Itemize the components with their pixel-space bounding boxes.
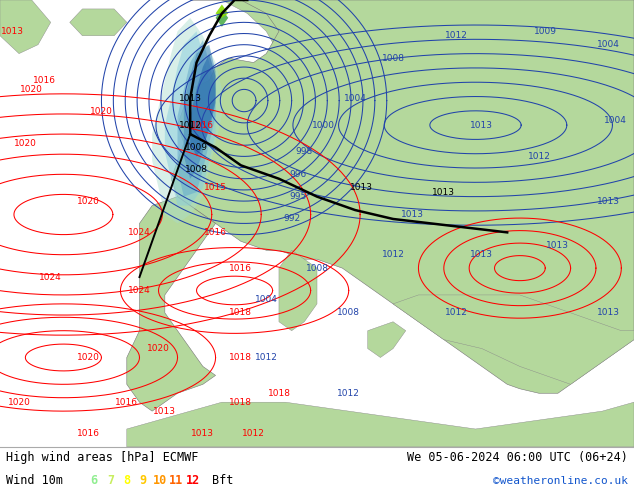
Text: 1008: 1008 [382,53,404,63]
Text: 1016: 1016 [204,228,227,237]
Text: 11: 11 [169,474,183,487]
Text: 1020: 1020 [77,353,100,362]
Text: 1012: 1012 [337,389,360,398]
Text: 1012: 1012 [382,250,404,259]
Text: 1004: 1004 [597,40,620,49]
Text: Bft: Bft [212,474,234,487]
Text: 1013: 1013 [350,183,373,192]
Text: 1012: 1012 [179,121,202,130]
Polygon shape [165,31,216,206]
Text: 1013: 1013 [597,196,620,206]
Text: We 05-06-2024 06:00 UTC (06+24): We 05-06-2024 06:00 UTC (06+24) [407,451,628,464]
Text: 1008: 1008 [337,308,360,318]
Text: 1020: 1020 [8,398,30,407]
Text: 1024: 1024 [128,286,151,295]
Text: 1013: 1013 [470,121,493,130]
Text: 1012: 1012 [527,152,550,161]
Text: 1009: 1009 [534,27,557,36]
Text: 1013: 1013 [597,308,620,318]
Polygon shape [279,250,317,331]
Text: 6: 6 [90,474,98,487]
Text: 1013: 1013 [191,429,214,438]
Text: 10: 10 [153,474,167,487]
Polygon shape [393,295,634,384]
Polygon shape [216,9,228,27]
Text: 1009: 1009 [185,143,208,152]
Text: 1000: 1000 [312,121,335,130]
Text: 1004: 1004 [604,116,626,125]
Text: High wind areas [hPa] ECMWF: High wind areas [hPa] ECMWF [6,451,198,464]
Polygon shape [70,9,127,36]
Text: 1013: 1013 [153,407,176,416]
Text: 1016: 1016 [115,398,138,407]
Text: ©weatheronline.co.uk: ©weatheronline.co.uk [493,475,628,486]
Polygon shape [127,402,634,447]
Polygon shape [216,4,228,18]
Text: 1016: 1016 [77,429,100,438]
Text: 1013: 1013 [470,250,493,259]
Text: 1024: 1024 [128,228,151,237]
Text: Wind 10m: Wind 10m [6,474,63,487]
Text: 996: 996 [289,170,307,179]
Text: 1018: 1018 [230,308,252,318]
Polygon shape [368,322,406,358]
Text: 1013: 1013 [1,27,24,36]
Polygon shape [222,0,330,67]
Text: 9: 9 [139,474,147,487]
Polygon shape [152,18,222,223]
Text: 1013: 1013 [547,241,569,250]
Text: 995: 995 [289,192,307,201]
Text: 8: 8 [123,474,131,487]
Text: 1020: 1020 [90,107,113,116]
Text: 1020: 1020 [14,139,37,147]
Text: 1013: 1013 [432,188,455,196]
Polygon shape [190,53,216,156]
Polygon shape [127,196,216,411]
Text: 998: 998 [295,147,313,156]
Text: 992: 992 [283,215,301,223]
Polygon shape [184,45,216,179]
Text: 1018: 1018 [230,398,252,407]
Text: 1020: 1020 [147,344,170,353]
Text: 1004: 1004 [255,295,278,304]
Text: 1012: 1012 [255,353,278,362]
Text: 1016: 1016 [230,264,252,272]
Text: 1004: 1004 [344,94,366,103]
Text: 1013: 1013 [179,94,202,103]
Polygon shape [178,40,216,196]
Polygon shape [171,0,634,393]
Text: 1015: 1015 [204,183,227,192]
Text: 12: 12 [186,474,200,487]
Text: 1012: 1012 [445,31,468,40]
Text: 1018: 1018 [230,353,252,362]
Polygon shape [0,0,51,53]
Text: 1012: 1012 [445,308,468,318]
Text: 1016: 1016 [191,121,214,130]
Text: 1008: 1008 [306,264,328,272]
Text: 1016: 1016 [33,76,56,85]
Text: 1008: 1008 [185,165,208,174]
Text: 1020: 1020 [77,196,100,206]
Text: 7: 7 [107,474,114,487]
Text: 1013: 1013 [401,210,424,219]
Text: 1024: 1024 [39,272,62,282]
Text: 1018: 1018 [268,389,290,398]
Text: 1020: 1020 [20,85,43,94]
Text: 1012: 1012 [242,429,265,438]
